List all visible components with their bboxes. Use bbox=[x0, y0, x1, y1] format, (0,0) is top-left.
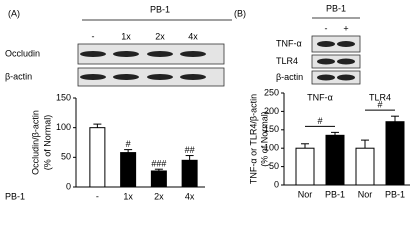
significance-label: # bbox=[317, 116, 322, 126]
y-axis-label: (% of Normal) bbox=[42, 115, 52, 171]
group-label: TLR4 bbox=[369, 92, 391, 102]
x-tick-label: 2x bbox=[154, 191, 164, 201]
row-label: β-actin bbox=[276, 72, 303, 82]
y-tick-label: 250 bbox=[264, 87, 279, 97]
blot-band bbox=[317, 58, 335, 65]
blot-box bbox=[311, 35, 361, 53]
row-label: Occludin bbox=[5, 48, 40, 58]
blot-band bbox=[80, 74, 106, 80]
y-tick-label: 50 bbox=[269, 161, 279, 171]
y-axis-label: (% of Normal) bbox=[259, 111, 269, 167]
bar bbox=[355, 147, 375, 186]
significance-label: # bbox=[377, 100, 382, 110]
y-tick-label: 150 bbox=[264, 124, 279, 134]
panel-label: (A) bbox=[8, 8, 20, 18]
y-tick-label: 0 bbox=[66, 181, 71, 191]
bar bbox=[295, 147, 315, 186]
y-tick-label: 100 bbox=[264, 143, 279, 153]
x-tick-label: 4x bbox=[185, 191, 195, 201]
y-axis-label: TNF-α or TLR4/β-actin bbox=[248, 94, 258, 184]
y-tick-label: 100 bbox=[56, 122, 71, 132]
blot-band bbox=[80, 51, 106, 57]
blot-band bbox=[113, 74, 139, 80]
blot-band bbox=[180, 51, 206, 57]
significance-label: ## bbox=[185, 145, 195, 155]
row-label: TNF-α bbox=[276, 38, 302, 48]
blot-band bbox=[337, 74, 355, 81]
significance-label: ### bbox=[151, 159, 166, 169]
x-tick-label: Nor bbox=[358, 189, 373, 199]
x-axis-label: PB-1 bbox=[5, 191, 25, 201]
blot-band bbox=[317, 74, 335, 81]
blot-band bbox=[113, 51, 139, 57]
bar bbox=[89, 127, 106, 188]
bar bbox=[385, 121, 405, 186]
blot-band bbox=[147, 74, 173, 80]
lane-label: - bbox=[92, 31, 95, 41]
bar bbox=[325, 134, 345, 186]
blot-box bbox=[311, 70, 361, 85]
figure: (A) PB-1 - 1x 2x 4x Occludin β-actin (B) PB-1 - + TN… bbox=[5, 3, 410, 201]
row-label: TLR4 bbox=[276, 56, 298, 66]
x-tick-label: PB-1 bbox=[385, 189, 405, 199]
lane-label: + bbox=[343, 23, 348, 33]
blot-band bbox=[317, 41, 335, 47]
blot-band bbox=[147, 51, 173, 57]
y-tick-label: 0 bbox=[274, 179, 279, 189]
x-tick-label: - bbox=[96, 191, 99, 201]
blot-box bbox=[311, 54, 361, 69]
blot-band bbox=[337, 58, 355, 65]
treatment-label: PB-1 bbox=[150, 4, 170, 14]
panel-label: (B) bbox=[234, 8, 246, 18]
y-tick-label: 200 bbox=[264, 106, 279, 116]
lane-label: - bbox=[325, 23, 328, 33]
row-label: β-actin bbox=[5, 71, 32, 81]
y-tick-label: 50 bbox=[61, 152, 71, 162]
significance-label: # bbox=[126, 139, 131, 149]
bar bbox=[120, 152, 137, 188]
lane-label: 4x bbox=[188, 31, 198, 41]
lane-label: 1x bbox=[121, 31, 131, 41]
group-label: TNF-α bbox=[307, 92, 333, 102]
lane-label: 2x bbox=[155, 31, 165, 41]
x-tick-label: Nor bbox=[298, 189, 313, 199]
y-tick-label: 150 bbox=[56, 92, 71, 102]
treatment-label: PB-1 bbox=[326, 3, 346, 13]
bar bbox=[181, 159, 198, 188]
blot-band bbox=[180, 74, 206, 80]
y-axis-label: Occludin/β-actin bbox=[30, 110, 40, 175]
x-tick-label: 1x bbox=[123, 191, 133, 201]
blot-band bbox=[337, 41, 355, 47]
x-tick-label: PB-1 bbox=[325, 189, 345, 199]
bar bbox=[150, 170, 167, 188]
